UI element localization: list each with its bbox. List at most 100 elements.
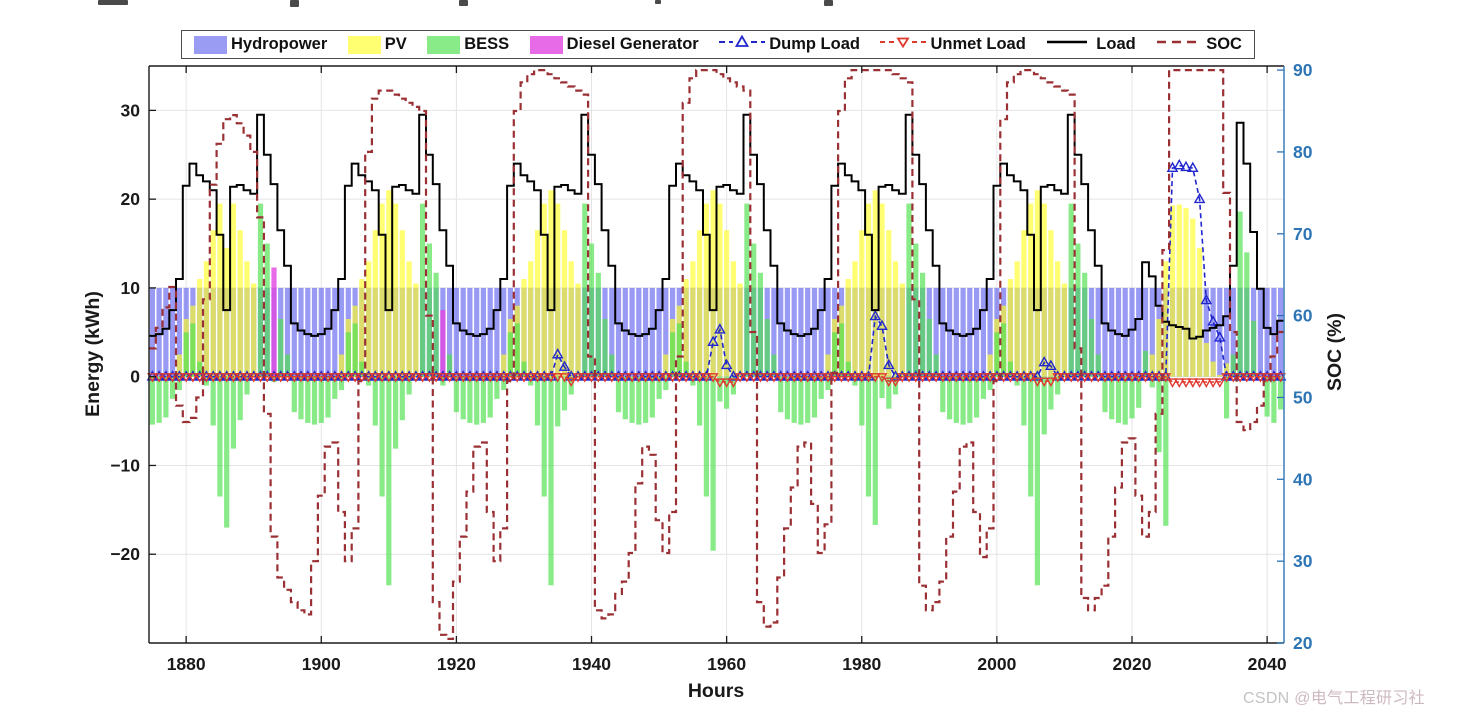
bar-bess [237, 376, 243, 421]
bar-hydropower [818, 287, 824, 377]
bar-pv [899, 283, 905, 377]
bar-bess [784, 376, 790, 420]
bar-bess [1237, 211, 1243, 377]
bar-hydropower [453, 287, 459, 377]
legend-item-dump-load: Dump Load [719, 33, 860, 56]
y-left-tick-label: −10 [110, 455, 140, 475]
dump-load-marker [1207, 315, 1219, 326]
bar-bess [338, 376, 345, 390]
bar-bess [987, 376, 993, 390]
bar-hydropower [1109, 287, 1115, 377]
unmet-load-marker [1160, 373, 1172, 383]
bar-pv [845, 279, 851, 377]
bar-bess [683, 361, 689, 377]
cropped-title-fragment [459, 0, 468, 6]
bar-bess [1102, 376, 1108, 413]
bar-bess [399, 376, 405, 421]
unmet-load-marker [343, 373, 354, 383]
bar-pv [359, 279, 365, 377]
bar-hydropower [1102, 287, 1108, 377]
bar-bess [926, 319, 932, 377]
bar-hydropower [1224, 287, 1230, 377]
bar-hydropower [649, 287, 655, 377]
unmet-load-marker [1153, 373, 1165, 383]
unmet-load-marker [802, 373, 813, 383]
bar-bess [1075, 243, 1081, 377]
bar-bess [798, 376, 804, 425]
bar-pv [561, 230, 568, 377]
unmet-load-marker [417, 373, 429, 383]
legend-item-bess: BESS [427, 35, 509, 54]
bar-bess [149, 376, 155, 425]
bar-bess [865, 376, 872, 497]
bar-bess [487, 376, 493, 418]
bar-bess [386, 376, 392, 586]
bar-bess [183, 332, 189, 377]
bar-bess [872, 376, 878, 525]
bar-bess [433, 272, 439, 377]
bar-hydropower [460, 287, 466, 377]
bar-bess [1278, 376, 1284, 410]
series-unmet-load [146, 373, 1287, 388]
bar-pv [399, 230, 405, 377]
bar-hydropower [480, 287, 486, 377]
bar-hydropower [176, 287, 182, 377]
bar-pv [210, 230, 216, 377]
y-left-tick-label: −20 [110, 544, 140, 564]
unmet-load-marker [924, 373, 935, 383]
bar-hydropower [291, 287, 297, 377]
bar-pv [237, 230, 243, 377]
bar-bess [588, 243, 595, 377]
bar-hydropower [1142, 287, 1149, 377]
bar-hydropower [156, 287, 162, 377]
x-tick-label: 1880 [167, 654, 206, 674]
unmet-load-marker [241, 373, 253, 383]
unmet-load-marker [329, 373, 341, 383]
bar-bess [1041, 376, 1047, 435]
unmet-load-marker [1045, 377, 1057, 388]
y-right-tick-label: 20 [1293, 633, 1313, 653]
bar-pv [1061, 283, 1067, 377]
unmet-load-marker [261, 373, 273, 383]
dump-load-marker [551, 348, 564, 359]
bar-bess [514, 323, 520, 377]
dump-load-marker [1038, 356, 1050, 367]
bar-hydropower [1264, 287, 1270, 377]
bar-bess [670, 332, 676, 377]
bar-hydropower [987, 287, 993, 377]
bar-pv [548, 190, 554, 377]
bar-pv [1224, 363, 1230, 377]
bar-pv [1007, 279, 1013, 377]
dump-load-marker [707, 335, 719, 346]
unmet-load-marker [755, 373, 766, 383]
bar-bess [534, 376, 541, 426]
unmet-load-marker [937, 373, 949, 383]
y-left-tick-label: 10 [121, 278, 141, 298]
bar-bess [582, 203, 588, 377]
bar-bess [372, 376, 378, 426]
bar-bess [724, 376, 730, 409]
unmet-load-marker [1059, 373, 1070, 383]
bar-bess [1109, 376, 1115, 420]
unmet-load-marker [910, 373, 922, 383]
bar-bess [541, 376, 547, 497]
bar-bess [1224, 376, 1230, 419]
bar-hydropower [609, 287, 615, 377]
bar-bess [561, 376, 568, 411]
unmet-load-marker [586, 373, 597, 383]
bar-bess [460, 376, 466, 420]
legend-label-unmet-load: Unmet Load [930, 35, 1026, 53]
x-tick-label: 1920 [437, 654, 476, 674]
unmet-load-marker [1214, 378, 1226, 388]
unmet-load-marker [221, 373, 232, 383]
unmet-load-marker [538, 373, 550, 383]
bar-bess [284, 354, 291, 377]
bar-pv [710, 190, 716, 377]
bar-bess [832, 332, 838, 377]
unmet-load-marker [1248, 373, 1259, 383]
bar-pv [1021, 230, 1027, 377]
bar-bess [622, 376, 628, 420]
bar-pv [825, 354, 831, 377]
bar-pv [1217, 374, 1223, 377]
